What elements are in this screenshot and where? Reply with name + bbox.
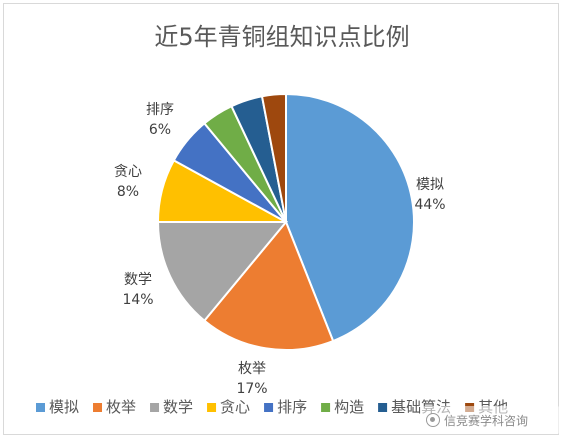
legend-swatch-3 — [150, 403, 160, 412]
legend-swatch-2 — [93, 403, 103, 412]
slice-label-value-4: 8% — [117, 184, 139, 200]
slice-label-value-5: 6% — [149, 122, 171, 138]
legend-swatch-4 — [207, 403, 217, 412]
pie-slice-1 — [285, 92, 415, 343]
legend-swatch-6 — [321, 403, 331, 412]
slice-label-name-1: 模拟 — [416, 177, 444, 193]
chart-title: 近5年青铜组知识点比例 — [154, 23, 409, 51]
watermark: 信竞赛学科咨询 — [422, 406, 560, 434]
slice-label-name-2: 枚举 — [238, 361, 266, 377]
slice-label-name-3: 数学 — [124, 272, 152, 288]
slice-label-value-2: 17% — [236, 381, 267, 397]
slice-label-name-4: 贪心 — [114, 164, 142, 180]
chart-frame: 近5年青铜组知识点比例 模拟 44% 枚举 17% 数学 14% 贪心 8% 排序 6% 模拟 枚举… — [3, 3, 560, 435]
legend-label-4: 贪心 — [220, 398, 250, 416]
legend-label-6: 构造 — [334, 398, 364, 416]
legend-label-1: 模拟 — [49, 398, 79, 416]
slice-label-value-3: 14% — [122, 292, 153, 308]
legend-label-5: 排序 — [277, 398, 307, 416]
legend-label-3: 数学 — [163, 398, 193, 416]
slice-label-value-1: 44% — [414, 197, 445, 213]
pie-slice-2 — [203, 220, 335, 351]
slice-label-name-5: 排序 — [146, 102, 174, 118]
legend-swatch-5 — [264, 403, 274, 412]
legend-label-2: 枚举 — [106, 398, 136, 416]
pie-slice-3 — [156, 221, 289, 323]
watermark-text: 信竞赛学科咨询 — [444, 413, 529, 428]
pie-slices — [156, 92, 415, 351]
watermark-icon — [426, 413, 440, 427]
legend-swatch-7 — [378, 403, 388, 412]
slice-labels: 模拟 44% 枚举 17% 数学 14% 贪心 8% 排序 6% — [114, 102, 446, 397]
pie-slice-8 — [260, 92, 287, 223]
legend-swatch-1 — [36, 403, 45, 412]
legend: 模拟枚举数学贪心排序构造基础算法其他 — [36, 398, 508, 416]
